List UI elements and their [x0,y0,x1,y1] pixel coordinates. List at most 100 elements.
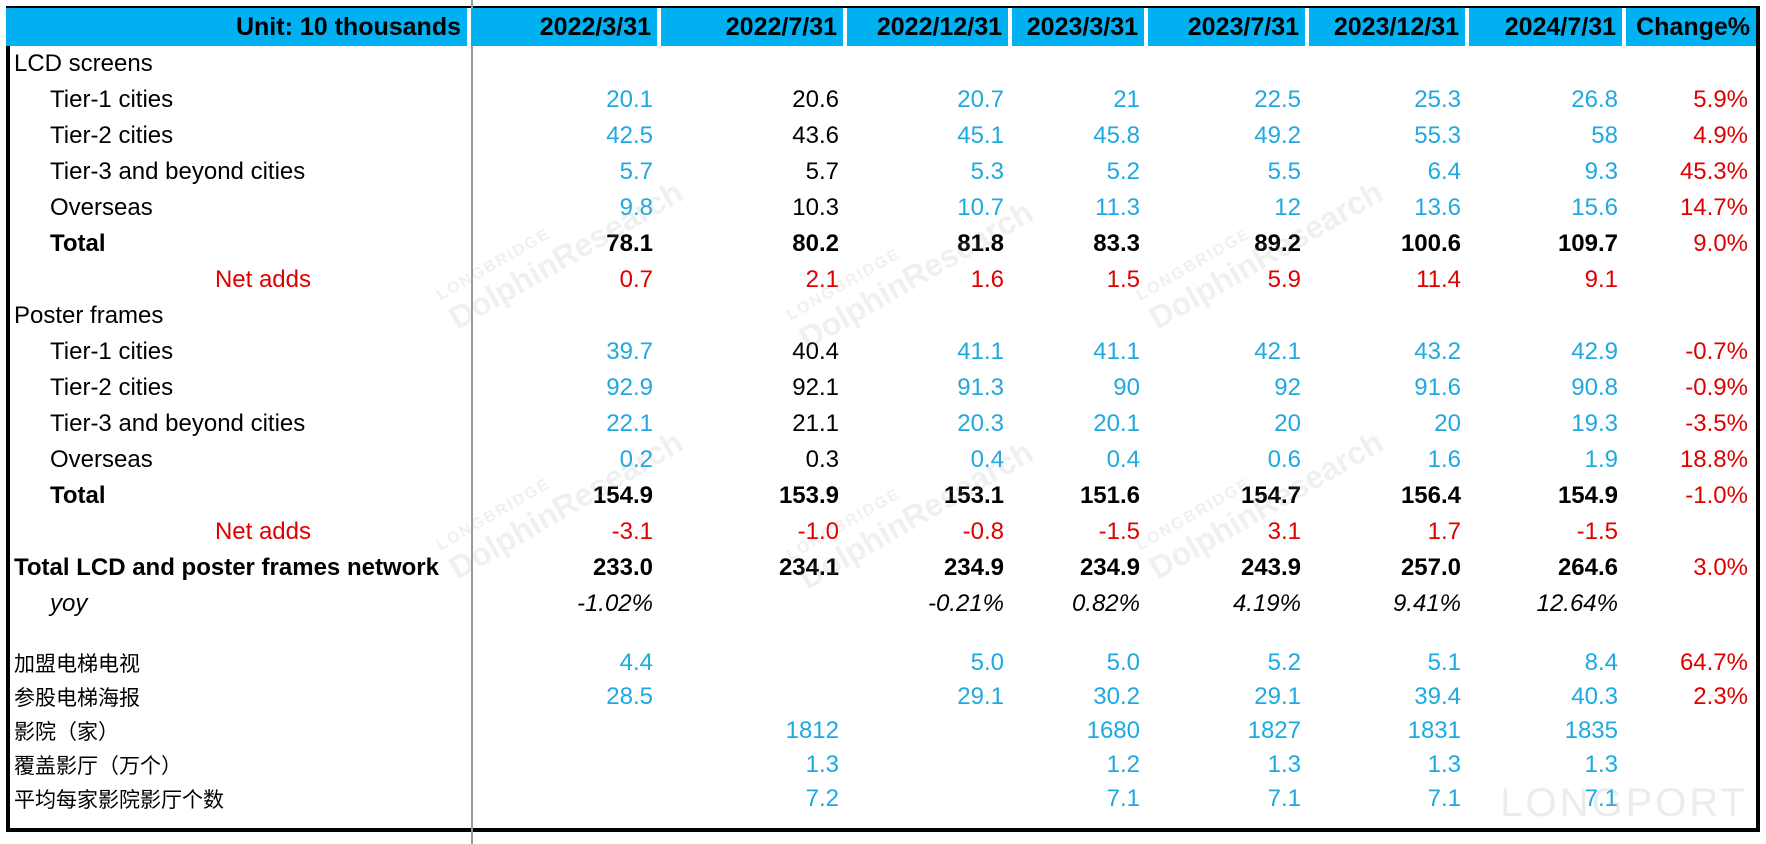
table-cell: 30.2 [1093,683,1140,710]
table-cell: 78.1 [606,230,653,257]
table-row: Net adds 0.7 2.1 1.6 1.5 5.9 11.4 9.1 [6,262,1756,298]
table-cell: 40.3 [1571,683,1618,710]
table-cell [1148,622,1309,646]
table-cell: 13.6 [1414,194,1461,221]
table-cell: 5.3 [970,158,1004,185]
table-row: 加盟电梯电视 4.4 5.0 5.0 5.2 5.1 8.4 64.7% [6,646,1756,680]
row-label: yoy [50,590,88,617]
table-cell: 20.7 [957,86,1004,113]
table-cell: 3.0% [1693,554,1748,581]
table-cell: 39.4 [1414,683,1461,710]
table-cell [471,782,661,816]
table-cell: 28.5 [606,683,653,710]
table-cell: 1835 [1564,717,1618,744]
column-header: 2022/7/31 [661,8,847,46]
table-cell: -0.8 [962,518,1004,545]
table-cell: 18.8% [1679,446,1748,473]
table-cell: 7.1 [1427,785,1461,812]
watermark-corner-logo: LONGPORT [1500,781,1748,825]
table-cell [1309,46,1469,82]
table-row: LCD screens [6,46,1756,82]
table-body: LCD screens Tier-1 cities 20.1 20.6 20.7 21 22… [6,46,1756,816]
table-cell: 5.0 [970,649,1004,676]
table-cell: 92 [1274,374,1301,401]
table-cell: 20 [1274,410,1301,437]
table-cell [1012,46,1148,82]
table-cell: 243.9 [1240,554,1301,581]
table-row: 影院（家） 1812 1680 1827 1831 1835 [6,714,1756,748]
table-cell: 5.7 [805,158,839,185]
table-cell: 1.7 [1427,518,1461,545]
table-cell: 8.4 [1584,649,1618,676]
table-cell [1626,262,1756,298]
table-cell: 42.9 [1571,338,1618,365]
table-cell: 92.9 [606,374,653,401]
table-cell: -0.21% [927,590,1004,617]
row-label: Total LCD and poster frames network [14,554,439,581]
table-cell: 100.6 [1400,230,1461,257]
table-cell [1626,514,1756,550]
table-cell [471,298,661,334]
row-label [6,622,471,646]
table-cell [661,680,847,714]
row-label: Total [50,482,106,509]
table-cell [1309,622,1469,646]
table-cell: 20.1 [1093,410,1140,437]
table-cell [471,46,661,82]
table-cell: 10.7 [957,194,1004,221]
table-cell [1469,298,1626,334]
table-row: Overseas 0.2 0.3 0.4 0.4 0.6 1.6 1.9 18.8% [6,442,1756,478]
table-cell [1626,622,1756,646]
table-cell: 58 [1591,122,1618,149]
row-label: 影院（家） [14,720,119,744]
table-cell: 45.3% [1679,158,1748,185]
table-cell: 1.6 [970,266,1004,293]
table-cell: 1.9 [1584,446,1618,473]
table-row: 平均每家影院影厅个数 7.2 7.1 7.1 7.1 7.1 [6,782,1756,816]
table-cell: 92.1 [792,374,839,401]
table-cell [847,714,1012,748]
table-cell: -0.7% [1685,338,1748,365]
table-cell: 3.1 [1267,518,1301,545]
table-cell [661,622,847,646]
table-row: Tier-2 cities 42.5 43.6 45.1 45.8 49.2 55.3 58 4… [6,118,1756,154]
table-cell: 0.4 [970,446,1004,473]
table-cell [1012,622,1148,646]
table-cell [1148,298,1309,334]
row-label: 覆盖影厅（万个） [14,754,182,778]
table-cell: 90.8 [1571,374,1618,401]
table-cell: 1.6 [1427,446,1461,473]
table-cell: 20.3 [957,410,1004,437]
table-cell [847,298,1012,334]
table-cell: 91.6 [1414,374,1461,401]
row-label: 平均每家影院影厅个数 [14,788,224,812]
table-cell: 1827 [1247,717,1301,744]
column-header: 2023/7/31 [1148,8,1309,46]
table-cell [1148,46,1309,82]
row-label: 参股电梯海报 [14,686,140,710]
table-cell: 40.4 [792,338,839,365]
table-cell: 0.6 [1267,446,1301,473]
table-cell: 4.9% [1693,122,1748,149]
table-cell: 1.5 [1106,266,1140,293]
table-row: yoy -1.02% -0.21% 0.82% 4.19% 9.41% 12.64% [6,586,1756,622]
table-cell [471,622,661,646]
table-cell: 233.0 [592,554,653,581]
table-cell: 43.6 [792,122,839,149]
table-row: Tier-1 cities 20.1 20.6 20.7 21 22.5 25.3 26.8 5… [6,82,1756,118]
table-cell: 90 [1113,374,1140,401]
table-cell [1469,46,1626,82]
table-cell: 153.9 [778,482,839,509]
table-cell: 9.1 [1584,266,1618,293]
table-cell: 1.2 [1106,751,1140,778]
table-cell: 0.2 [619,446,653,473]
table-cell: 5.9% [1693,86,1748,113]
row-label: Tier-1 cities [50,86,174,113]
table-cell: 25.3 [1414,86,1461,113]
table-cell: 45.1 [957,122,1004,149]
table-cell: 4.19% [1232,590,1301,617]
table-cell [661,298,847,334]
table-cell: 257.0 [1400,554,1461,581]
table-cell: -1.0 [797,518,839,545]
table-cell: 9.8 [619,194,653,221]
